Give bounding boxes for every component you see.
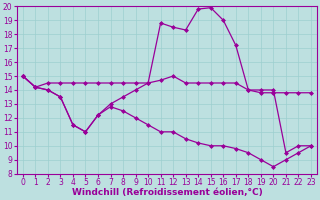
X-axis label: Windchill (Refroidissement éolien,°C): Windchill (Refroidissement éolien,°C) [72,188,262,197]
